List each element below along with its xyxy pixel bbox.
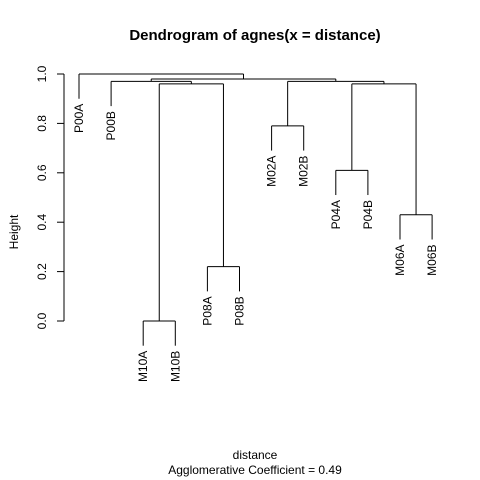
leaf-label: M10A <box>136 351 150 382</box>
y-tick-label: 0.4 <box>35 214 49 231</box>
leaf-label: P00B <box>104 111 118 140</box>
leaf-label: P08A <box>200 296 214 325</box>
y-axis: 0.0 0.2 0.4 0.6 0.8 1.0 <box>35 65 65 329</box>
leaf-label: M10B <box>168 351 182 382</box>
leaf-label: P00A <box>72 104 86 133</box>
agglomerative-coefficient: Agglomerative Coefficient = 0.49 <box>168 463 342 477</box>
leaf-labels: P00A P00B M10A M10B P08A P08B M02A M02B P04A P04B… <box>72 104 439 382</box>
dendrogram-branches <box>78 73 433 346</box>
y-tick-label: 0.6 <box>35 164 49 181</box>
y-tick-label: 0.0 <box>35 312 49 329</box>
y-tick-label: 0.2 <box>35 263 49 280</box>
leaf-label: P04B <box>361 200 375 229</box>
y-axis-label: Height <box>7 214 21 249</box>
leaf-label: M02A <box>265 156 279 187</box>
leaf-label: M06B <box>425 244 439 275</box>
x-axis-label: distance <box>233 448 278 462</box>
leaf-label: M02B <box>297 156 311 187</box>
leaf-label: P08B <box>233 296 247 325</box>
y-tick-label: 1.0 <box>35 65 49 82</box>
leaf-label: P04A <box>329 200 343 229</box>
y-tick-label: 0.8 <box>35 115 49 132</box>
leaf-label: M06A <box>393 244 407 275</box>
chart-title: Dendrogram of agnes(x = distance) <box>129 27 380 44</box>
